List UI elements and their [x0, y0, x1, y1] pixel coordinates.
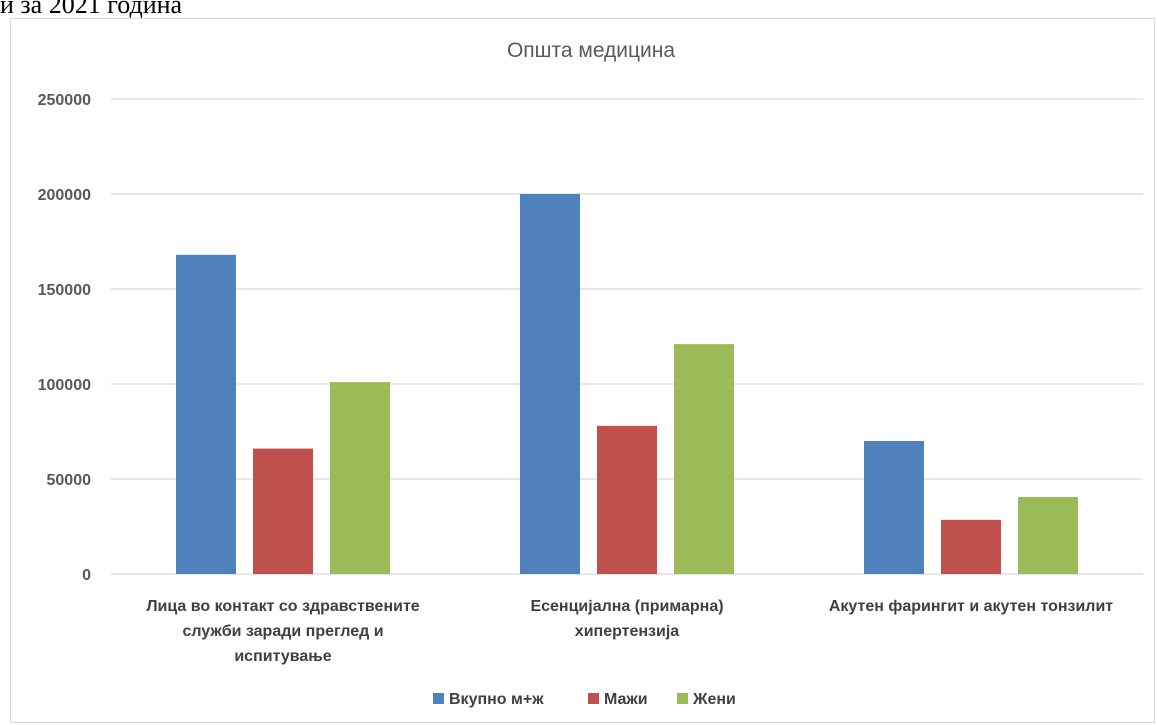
y-tick-label: 100000	[38, 377, 91, 394]
bar-3-2	[674, 344, 734, 574]
x-category-label: испитување	[234, 648, 331, 665]
bar-2-1	[253, 448, 313, 574]
bar-1-3	[864, 441, 924, 574]
y-tick-label: 250000	[38, 92, 91, 109]
x-category-label: Есенцијална (примарна)	[530, 598, 723, 615]
y-tick-label: 0	[82, 567, 91, 584]
bar-1-2	[520, 194, 580, 574]
bar-2-2	[597, 425, 657, 574]
legend-label: Мажи	[604, 691, 648, 708]
x-axis-categories: Лица во контакт со здравствените служби з…	[146, 598, 1113, 665]
legend-swatch	[677, 693, 688, 704]
y-tick-label: 200000	[38, 187, 91, 204]
y-axis-ticks: 0 50000 100000 150000 200000 250000	[38, 92, 91, 584]
page-header-text: и за 2021 година	[0, 0, 183, 19]
legend-label: Жени	[692, 691, 736, 708]
y-tick-label: 150000	[38, 282, 91, 299]
x-category-label: служби заради преглед и	[182, 623, 383, 640]
legend-label: Вкупно м+ж	[449, 691, 544, 708]
bar-chart: Општа медицина 0 50000 100000 150000 200000 2…	[38, 39, 1143, 708]
legend: Вкупно м+ж Мажи Жени	[433, 691, 736, 708]
x-category-label: хипертензија	[575, 623, 679, 640]
y-tick-label: 50000	[47, 472, 92, 489]
chart-title: Општа медицина	[507, 39, 675, 62]
x-category-label: Акутен фарингит и акутен тонзилит	[829, 598, 1113, 615]
legend-swatch	[433, 693, 444, 704]
bar-3-1	[330, 382, 390, 574]
bars	[176, 194, 1078, 575]
chart-frame: Општа медицина 0 50000 100000 150000 200000 2…	[10, 18, 1155, 723]
legend-swatch	[588, 693, 599, 704]
bar-2-3	[941, 519, 1001, 574]
bar-1-1	[176, 254, 236, 575]
x-category-label: Лица во контакт со здравствените	[146, 598, 419, 615]
bar-3-3	[1018, 497, 1078, 574]
